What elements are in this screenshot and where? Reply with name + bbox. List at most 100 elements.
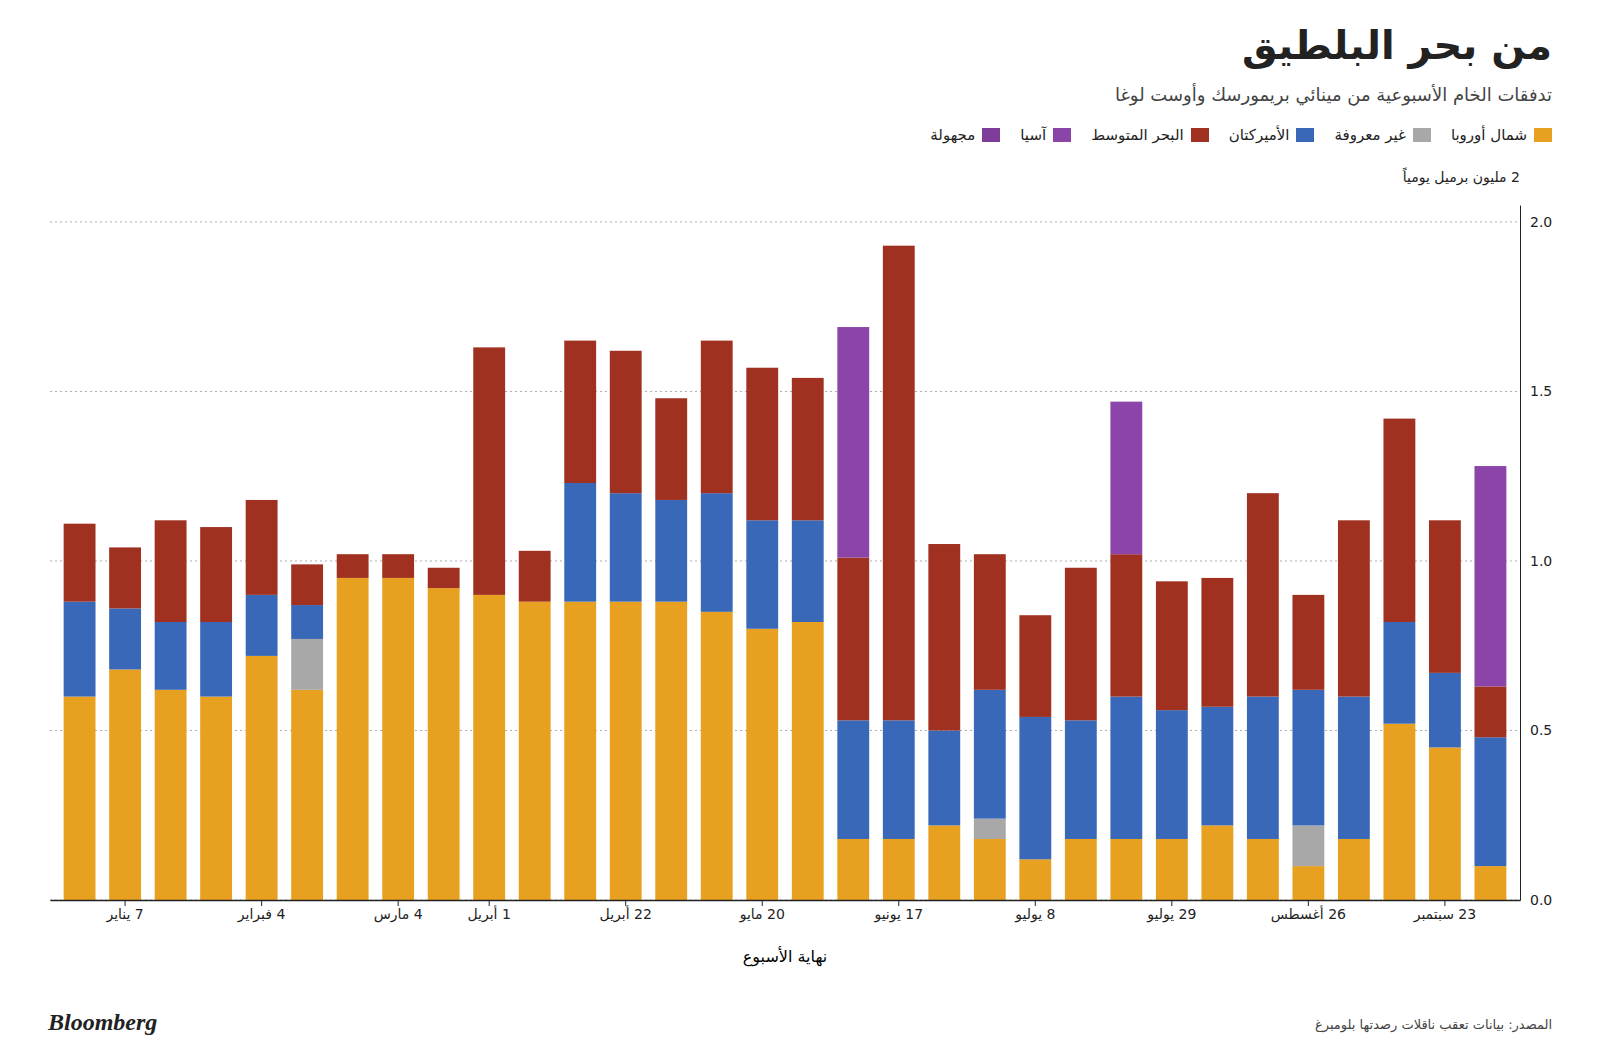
legend-swatch (982, 128, 1000, 142)
bar-segment (1247, 493, 1279, 696)
x-tick: 26 أغسطس (1271, 900, 1346, 923)
y-tick-label: 1.5 (1530, 383, 1552, 399)
bar-segment (519, 550, 551, 551)
bar-segment (1292, 595, 1324, 690)
bar-segment (974, 839, 1006, 900)
legend-swatch (1191, 128, 1209, 142)
bar-segment (1110, 839, 1142, 900)
bar-segment (1201, 707, 1233, 826)
legend-item: مجهولة (930, 126, 1000, 144)
x-tick-label: 22 أبريل (600, 905, 652, 923)
bar-segment (1383, 724, 1415, 900)
x-axis-title: نهاية الأسبوع (743, 946, 827, 967)
bar-segment (291, 605, 323, 639)
bar-segment (246, 656, 278, 900)
legend-label: البحر المتوسط (1091, 126, 1183, 144)
bar-segment (1110, 554, 1142, 696)
bar-segment (837, 839, 869, 900)
bar-segment (1383, 418, 1415, 419)
x-tick-label: 17 يونيو (873, 906, 923, 923)
bar-segment (200, 697, 232, 900)
bar-segment (337, 578, 369, 900)
bar-segment (1110, 697, 1142, 839)
legend-label: مجهولة (930, 126, 975, 144)
annotation: المصدر: بيانات تعقب ناقلات رصدتها بلومبر… (1315, 1017, 1552, 1032)
y-tick-label: 2.0 (1530, 214, 1552, 230)
x-tick-label: 1 أبريل (467, 905, 510, 923)
y-tick: 1.0 (1520, 553, 1552, 569)
bar-segment (1110, 402, 1142, 555)
bar-segment (246, 595, 278, 656)
x-tick: 20 مايو (739, 900, 785, 923)
bar-segment (1019, 859, 1051, 900)
bar-segment (382, 554, 414, 578)
bar-segment (564, 340, 596, 341)
bar-segment (1474, 737, 1506, 866)
bar-segment (1292, 690, 1324, 826)
bar-segment (974, 819, 1006, 839)
bar-segment (1065, 839, 1097, 900)
bar-segment (701, 612, 733, 900)
x-tick: 7 يناير (105, 900, 143, 923)
legend-item: البحر المتوسط (1091, 126, 1208, 144)
x-tick-label: 7 يناير (105, 906, 143, 923)
bar-segment (610, 493, 642, 601)
bar-segment (291, 690, 323, 900)
bar-segment (655, 398, 687, 500)
y-axis-line (1520, 206, 1521, 901)
x-tick: 17 يونيو (873, 900, 923, 923)
bar-segment (155, 690, 187, 900)
bar-segment (1065, 568, 1097, 721)
x-tick-label: 20 مايو (739, 906, 785, 923)
bar-segment (655, 602, 687, 900)
x-tick: 29 يوليو (1146, 900, 1196, 923)
bar-segment (746, 520, 778, 628)
y-tick-label: 0.5 (1530, 722, 1552, 738)
x-tick: 4 فبراير (237, 900, 286, 923)
legend-swatch (1534, 128, 1552, 142)
bar-segment (473, 347, 505, 594)
x-axis: 7 يناير4 فبراير4 مارس1 أبريل22 أبريل20 م… (51, 900, 1521, 923)
bar-segment (837, 327, 869, 558)
bar-segment (701, 493, 733, 612)
y-tick: 2.0 (1520, 214, 1552, 230)
title: من بحر البلطيق (1242, 22, 1552, 68)
bar-segment (928, 544, 960, 545)
bar-segment (291, 564, 323, 565)
y-tick: 1.5 (1520, 383, 1552, 399)
x-tick-label: 23 سبتمبر (1413, 906, 1477, 923)
bar-segment (610, 602, 642, 900)
bar-segment (109, 547, 141, 608)
grid (50, 222, 1520, 900)
bar-segment (883, 246, 915, 721)
legend: شمال أوروباغير معروفةالأميركتانالبحر الم… (930, 126, 1552, 144)
bar-segment (883, 720, 915, 839)
legend-item: الأميركتان (1229, 126, 1315, 144)
bar-segment (1019, 615, 1051, 616)
bar-segment (1019, 615, 1051, 717)
bar-segment (1474, 866, 1506, 900)
x-axis-line (51, 900, 1521, 902)
page: 7 يناير4 فبراير4 مارس1 أبريل22 أبريل20 م… (0, 0, 1600, 1050)
bar-segment (109, 547, 141, 548)
bar-segment (1474, 686, 1506, 737)
legend-item: آسيا (1020, 126, 1071, 144)
bar-segment (1156, 710, 1188, 839)
bar-segment (200, 622, 232, 697)
bar-segment (701, 341, 733, 494)
bar-segment (928, 825, 960, 900)
bar-segment (974, 554, 1006, 690)
bar-segment (1429, 747, 1461, 900)
bar-segment (109, 669, 141, 900)
bar-segment (1019, 717, 1051, 859)
bar-segment (1338, 520, 1370, 521)
bar-segment (1292, 594, 1324, 595)
legend-label: آسيا (1020, 126, 1046, 144)
bar-segment (473, 595, 505, 900)
bar-segment (428, 567, 460, 568)
bar-segment (64, 602, 96, 697)
x-tick: 23 سبتمبر (1413, 900, 1477, 923)
bar-segment (291, 639, 323, 690)
bar-segment (883, 839, 915, 900)
legend-label: الأميركتان (1229, 126, 1290, 144)
